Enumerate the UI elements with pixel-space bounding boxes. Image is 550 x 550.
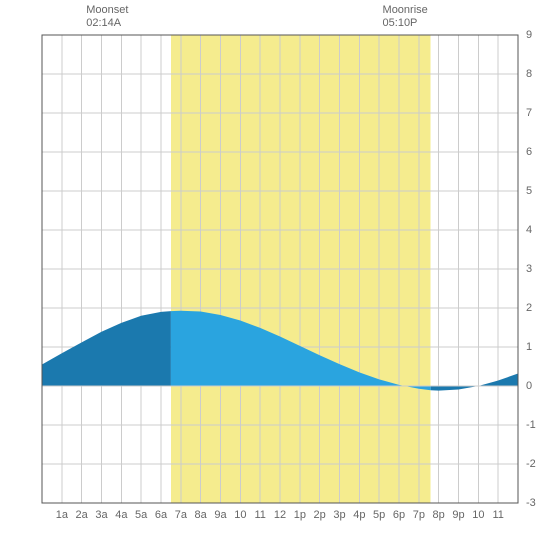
x-tick-label: 7a <box>175 509 187 521</box>
moonset-time: 02:14A <box>86 17 128 30</box>
x-tick-label: 6a <box>155 509 167 521</box>
y-tick-label: 8 <box>526 68 532 80</box>
y-tick-label: 6 <box>526 146 532 158</box>
y-tick-label: 9 <box>526 29 532 41</box>
x-tick-label: 1p <box>294 509 306 521</box>
y-tick-label: 2 <box>526 302 532 314</box>
x-tick-label: 12 <box>274 509 286 521</box>
x-tick-label: 9p <box>452 509 464 521</box>
y-tick-label: 5 <box>526 185 532 197</box>
x-tick-label: 6p <box>393 509 405 521</box>
x-tick-label: 1a <box>56 509 68 521</box>
x-tick-label: 9a <box>214 509 226 521</box>
moonrise-time: 05:10P <box>383 17 428 30</box>
y-tick-label: 7 <box>526 107 532 119</box>
tide-chart <box>0 0 550 550</box>
x-tick-label: 5p <box>373 509 385 521</box>
x-tick-label: 4p <box>353 509 365 521</box>
x-tick-label: 11 <box>492 509 503 521</box>
moonset-title: Moonset <box>86 4 128 17</box>
x-tick-label: 3a <box>95 509 107 521</box>
y-tick-label: 3 <box>526 263 532 275</box>
y-tick-label: -2 <box>526 458 536 470</box>
x-tick-label: 11 <box>254 509 265 521</box>
y-tick-label: 0 <box>526 380 532 392</box>
x-tick-label: 2a <box>76 509 88 521</box>
y-tick-label: 4 <box>526 224 532 236</box>
x-tick-label: 10 <box>234 509 246 521</box>
x-tick-label: 4a <box>115 509 127 521</box>
x-tick-label: 8p <box>433 509 445 521</box>
y-tick-label: -3 <box>526 497 536 509</box>
x-tick-label: 7p <box>413 509 425 521</box>
y-tick-label: 1 <box>526 341 532 353</box>
x-tick-label: 3p <box>333 509 345 521</box>
x-tick-label: 2p <box>314 509 326 521</box>
y-tick-label: -1 <box>526 419 536 431</box>
x-tick-label: 8a <box>195 509 207 521</box>
x-tick-label: 10 <box>472 509 484 521</box>
moonrise-annotation: Moonrise 05:10P <box>383 4 428 30</box>
x-tick-label: 5a <box>135 509 147 521</box>
moonrise-title: Moonrise <box>383 4 428 17</box>
chart-container: Moonset 02:14A Moonrise 05:10P 1a 2a 3a 4a 5… <box>0 0 550 550</box>
moonset-annotation: Moonset 02:14A <box>86 4 128 30</box>
